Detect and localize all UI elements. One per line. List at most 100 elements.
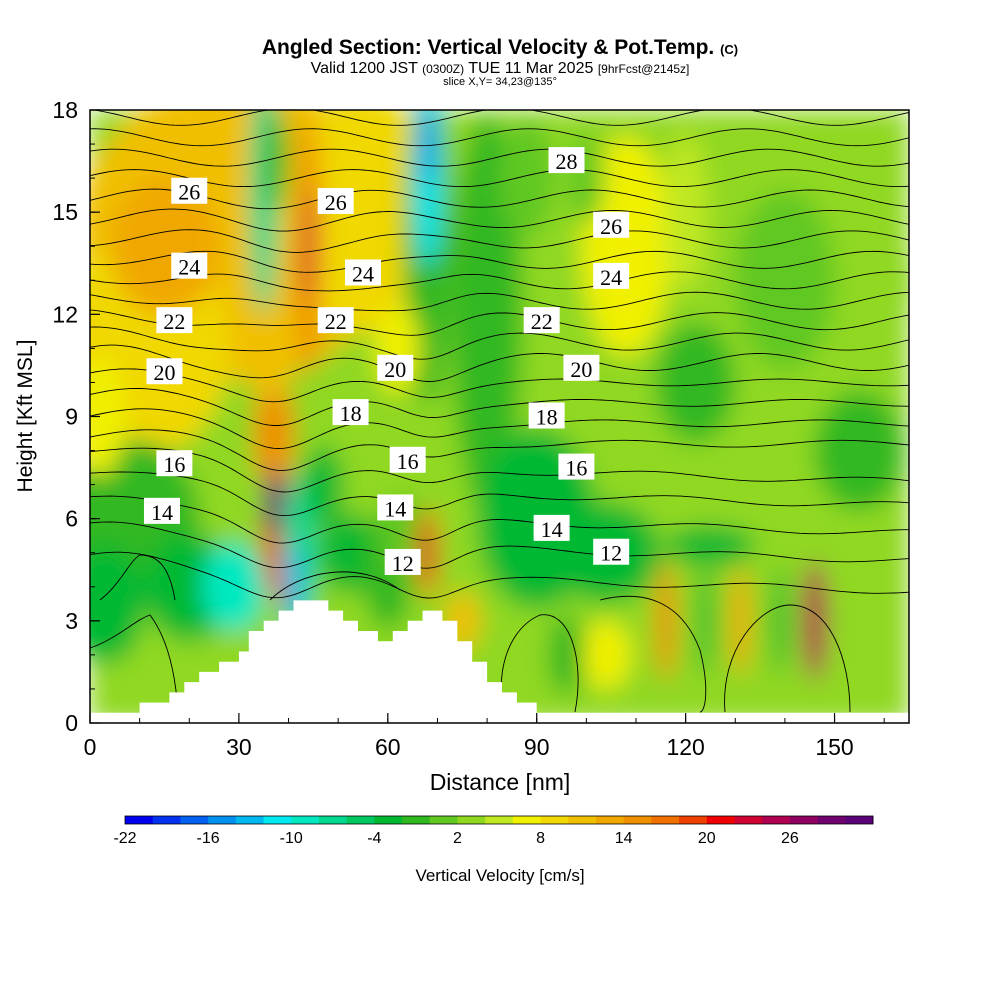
colorbar-label: Vertical Velocity [cm/s] bbox=[415, 866, 584, 885]
velocity-blob-48 bbox=[548, 614, 585, 695]
x-tick-label-2: 60 bbox=[375, 734, 401, 760]
theta-contour-low-2 bbox=[500, 614, 579, 713]
velocity-blob-13 bbox=[264, 111, 289, 212]
contour-label-text: 14 bbox=[151, 500, 173, 525]
colorbar: -22 -16 -10 -4 2 8 14 20 26 bbox=[113, 815, 874, 847]
colorbar-tick-label-0: -22 bbox=[113, 830, 136, 847]
x-tick-label-4: 120 bbox=[666, 734, 704, 760]
contour-labels: 2624222016142624221820161412282624222018… bbox=[143, 147, 630, 576]
velocity-blob-7 bbox=[201, 541, 266, 632]
colorbar-swatch-10 bbox=[402, 816, 431, 824]
contour-label-text: 26 bbox=[600, 214, 622, 239]
chart-subtitle: Valid 1200 JST (0300Z) TUE 11 Mar 2025 [… bbox=[0, 60, 1000, 78]
colorbar-tick-label-7: 20 bbox=[698, 830, 716, 847]
colorbar-swatch-24 bbox=[789, 816, 819, 824]
velocity-blob-31 bbox=[498, 118, 555, 239]
x-axis-label: Distance [nm] bbox=[430, 769, 571, 795]
contour-label-text: 14 bbox=[384, 496, 406, 521]
velocity-blob-40 bbox=[665, 525, 756, 566]
theta-contour-21 bbox=[91, 110, 909, 126]
contour-label-8: 22 bbox=[317, 307, 354, 334]
subtitle-valid: Valid 1200 JST bbox=[310, 60, 418, 77]
velocity-blob-34 bbox=[568, 133, 605, 224]
theta-contour-18 bbox=[90, 169, 909, 188]
theta-contour-2 bbox=[90, 495, 909, 544]
contour-label-6: 26 bbox=[317, 187, 354, 215]
colorbar-swatch-13 bbox=[485, 816, 514, 824]
colorbar-tick-label-8: 26 bbox=[781, 830, 799, 847]
contour-label-text: 22 bbox=[325, 309, 347, 334]
chart-title: Angled Section: Vertical Velocity & Pot.… bbox=[0, 36, 1000, 60]
contour-label-14: 28 bbox=[548, 147, 585, 174]
theta-contour-3 bbox=[90, 471, 909, 517]
contour-label-21: 14 bbox=[533, 514, 570, 542]
contour-label-text: 24 bbox=[600, 265, 622, 290]
theta-contour-11 bbox=[90, 309, 909, 336]
theta-contours bbox=[90, 110, 909, 713]
y-axis: 0 3 6 9 12 15 18 bbox=[52, 97, 100, 736]
colorbar-tick-label-5: 8 bbox=[536, 830, 545, 847]
colorbar-swatch-15 bbox=[540, 816, 569, 824]
theta-contour-17 bbox=[90, 188, 909, 210]
y-tick-label-2: 6 bbox=[65, 506, 78, 532]
colorbar-swatch-11 bbox=[429, 816, 458, 824]
contour-label-text: 18 bbox=[340, 401, 362, 426]
velocity-blob-18 bbox=[303, 444, 344, 525]
colorbar-swatch-6 bbox=[291, 816, 320, 824]
velocity-blob-37 bbox=[814, 390, 905, 511]
theta-contour-13 bbox=[90, 271, 909, 292]
theta-contour-19 bbox=[90, 148, 909, 167]
colorbar-tick-label-4: 2 bbox=[453, 830, 462, 847]
colorbar-swatch-8 bbox=[346, 816, 375, 824]
theta-contour-7 bbox=[90, 388, 909, 426]
theta-contour-0 bbox=[90, 551, 909, 599]
contour-label-text: 16 bbox=[163, 452, 185, 477]
velocity-blob-47 bbox=[581, 619, 632, 690]
colorbar-swatch-23 bbox=[762, 816, 791, 824]
contour-label-text: 14 bbox=[541, 517, 563, 542]
contour-label-16: 24 bbox=[593, 262, 630, 290]
velocity-blob-2 bbox=[109, 176, 220, 317]
contour-label-9: 18 bbox=[332, 399, 369, 426]
velocity-blob-24 bbox=[422, 110, 433, 185]
velocity-shading bbox=[90, 110, 909, 723]
contour-label-text: 22 bbox=[531, 309, 553, 334]
velocity-blob-43 bbox=[730, 565, 751, 676]
colorbar-swatch-0 bbox=[125, 816, 154, 824]
contour-label-text: 26 bbox=[325, 190, 347, 215]
colorbar-swatch-1 bbox=[152, 816, 181, 824]
contour-label-text: 18 bbox=[536, 405, 558, 430]
contour-label-15: 26 bbox=[593, 211, 630, 239]
theta-contour-low-1 bbox=[90, 614, 179, 713]
velocity-blob-5 bbox=[90, 543, 145, 664]
contour-label-text: 28 bbox=[556, 149, 578, 174]
y-tick-label-0: 0 bbox=[65, 710, 78, 736]
contour-label-text: 20 bbox=[153, 360, 175, 385]
colorbar-swatch-5 bbox=[263, 816, 292, 824]
colorbar-swatch-25 bbox=[817, 816, 846, 824]
theta-contour-10 bbox=[90, 326, 909, 360]
velocity-blob-33 bbox=[663, 132, 708, 293]
y-tick-label-6: 18 bbox=[52, 97, 78, 123]
title-main: Angled Section: Vertical Velocity & Pot.… bbox=[261, 36, 715, 59]
contour-label-text: 16 bbox=[565, 456, 587, 481]
contour-label-text: 16 bbox=[397, 449, 419, 474]
colorbar-swatch-14 bbox=[512, 816, 542, 824]
theta-contour-low-3 bbox=[599, 595, 707, 713]
contour-label-text: 24 bbox=[352, 261, 374, 286]
contour-label-0: 26 bbox=[171, 177, 208, 205]
theta-contour-5 bbox=[90, 429, 909, 471]
y-tick-label-5: 15 bbox=[52, 199, 78, 225]
subtitle-utc: (0300Z) bbox=[422, 62, 465, 76]
contour-label-17: 22 bbox=[523, 307, 560, 334]
subtitle-date: TUE 11 Mar 2025 bbox=[468, 60, 594, 77]
colorbar-swatch-4 bbox=[235, 816, 265, 824]
contour-label-19: 18 bbox=[528, 402, 565, 430]
title-units: (C) bbox=[720, 42, 739, 57]
colorbar-swatch-12 bbox=[457, 816, 486, 824]
colorbar-swatch-19 bbox=[651, 816, 680, 824]
plot-area: 2624222016142624221820161412282624222018… bbox=[89, 109, 910, 724]
colorbar-swatch-2 bbox=[180, 816, 209, 824]
colorbar-swatch-22 bbox=[734, 816, 763, 824]
